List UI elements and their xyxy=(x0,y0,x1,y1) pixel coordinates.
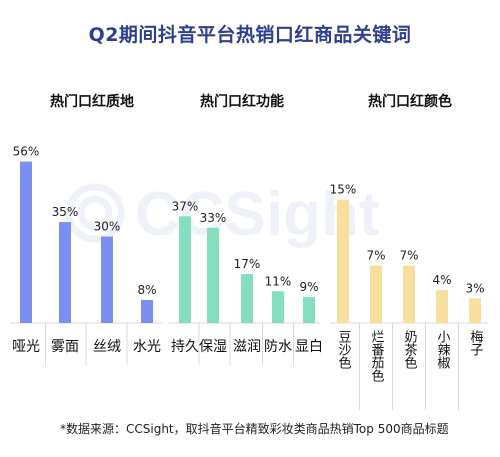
tick-label: 丝绒 xyxy=(93,339,121,355)
bar xyxy=(207,227,219,323)
data-label: 30% xyxy=(94,220,121,234)
bar xyxy=(141,299,153,323)
data-label: 4% xyxy=(432,273,451,287)
tick-label: 持久 xyxy=(171,339,199,355)
bar xyxy=(303,297,315,323)
tick-label: 豆沙色 xyxy=(336,330,352,369)
chart-panel-1: 热门口红质地 56% 哑光 35% 雾面 30% 丝绒 8% 水光 xyxy=(10,93,163,365)
data-label: 3% xyxy=(465,281,484,295)
tick-label: 防水 xyxy=(264,339,292,355)
bar xyxy=(403,265,415,323)
chart-panel-3: 热门口红颜色 15% 豆沙色 7% 烂番茄色 7% 奶茶色 4% 小辣椒 3% 梅子 xyxy=(330,93,488,410)
data-label: 9% xyxy=(299,280,318,294)
data-label: 7% xyxy=(399,248,418,262)
bar xyxy=(469,298,481,323)
panel-title: 热门口红颜色 xyxy=(368,93,452,110)
chart-panel-2: 热门口红功能 37% 持久 33% 保湿 17% 滋润 11% 防水 9% 显白 xyxy=(168,93,323,365)
bar xyxy=(337,199,349,323)
bar xyxy=(272,291,284,323)
footnote: *数据来源：CCSight，取抖音平台精致彩妆类商品热销Top 500商品标题 xyxy=(60,422,449,436)
bar xyxy=(241,273,253,323)
bar xyxy=(436,290,448,323)
bar xyxy=(101,236,113,323)
data-label: 56% xyxy=(13,145,40,159)
tick-label: 梅子 xyxy=(468,330,484,356)
data-label: 17% xyxy=(234,257,261,271)
panel-title: 热门口红质地 xyxy=(50,93,134,110)
bar xyxy=(20,161,32,323)
tick-label: 哑光 xyxy=(12,339,40,355)
panel-title: 热门口红功能 xyxy=(200,93,284,110)
data-label: 11% xyxy=(265,274,292,288)
tick-label: 奶茶色 xyxy=(402,330,418,369)
data-label: 37% xyxy=(172,199,199,213)
tick-label: 显白 xyxy=(295,339,323,355)
tick-label: 烂番茄色 xyxy=(369,330,385,382)
data-label: 15% xyxy=(330,183,357,197)
bar xyxy=(59,222,71,323)
page-title: Q2期间抖音平台热销口红商品关键词 xyxy=(88,24,412,46)
tick-label: 保湿 xyxy=(199,339,227,355)
data-label: 35% xyxy=(52,205,79,219)
tick-label: 水光 xyxy=(133,339,161,355)
data-label: 8% xyxy=(137,283,156,297)
bar xyxy=(370,265,382,323)
tick-label: 滋润 xyxy=(233,339,261,355)
tick-label: 雾面 xyxy=(51,339,79,355)
tick-label: 小辣椒 xyxy=(435,330,451,370)
data-label: 7% xyxy=(366,248,385,262)
bar xyxy=(179,216,191,323)
data-label: 33% xyxy=(200,211,227,225)
